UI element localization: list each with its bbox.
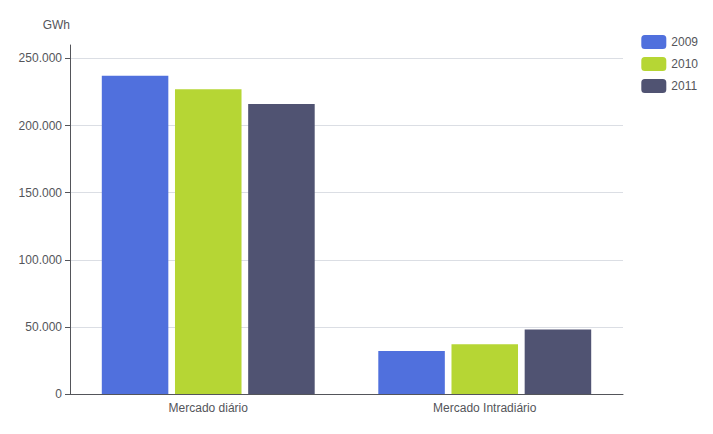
svg-text:200.000: 200.000	[19, 119, 63, 133]
svg-text:GWh: GWh	[43, 18, 70, 32]
svg-text:0: 0	[55, 387, 62, 401]
svg-text:2009: 2009	[671, 35, 698, 49]
svg-text:2011: 2011	[671, 79, 697, 93]
svg-text:100.000: 100.000	[19, 253, 63, 267]
svg-text:2010: 2010	[671, 57, 698, 71]
svg-text:Mercado Intradiário: Mercado Intradiário	[433, 401, 537, 415]
svg-text:50.000: 50.000	[25, 320, 62, 334]
svg-text:250.000: 250.000	[19, 51, 63, 65]
svg-text:150.000: 150.000	[19, 186, 63, 200]
svg-text:Mercado diário: Mercado diário	[169, 401, 249, 415]
